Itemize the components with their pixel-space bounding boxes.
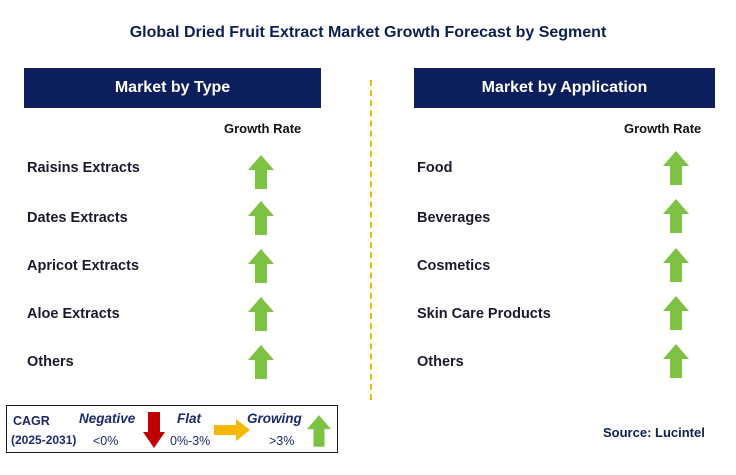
negative-arrow-icon xyxy=(143,412,165,448)
legend-period: (2025-2031) xyxy=(11,433,77,447)
legend-cagr-label: CAGR xyxy=(13,414,50,428)
type-item-label: Apricot Extracts xyxy=(27,258,140,274)
type-item-label: Raisins Extracts xyxy=(27,160,140,176)
legend-flat-range: 0%-3% xyxy=(170,434,211,448)
growing-arrow-icon xyxy=(663,296,689,330)
cagr-legend: CAGR (2025-2031) Negative <0% Flat 0%-3%… xyxy=(6,405,338,453)
flat-arrow-icon xyxy=(214,419,250,441)
growing-arrow-icon xyxy=(663,151,689,185)
growing-arrow-icon xyxy=(248,345,274,379)
legend-growing-range: >3% xyxy=(269,434,295,448)
growing-arrow-icon xyxy=(248,249,274,283)
growing-arrow-icon xyxy=(248,297,274,331)
application-item-label: Skin Care Products xyxy=(417,306,551,322)
type-panel-header: Market by Type xyxy=(24,68,321,108)
legend-flat-label: Flat xyxy=(177,411,202,426)
growing-arrow-icon xyxy=(248,155,274,189)
growing-arrow-icon xyxy=(307,415,331,447)
application-item-label: Others xyxy=(417,354,464,370)
legend-negative-label: Negative xyxy=(79,411,136,426)
application-item-label: Cosmetics xyxy=(417,258,491,274)
source-label: Source: Lucintel xyxy=(603,425,705,440)
panel-divider xyxy=(370,80,372,400)
growing-arrow-icon xyxy=(663,344,689,378)
type-item-label: Others xyxy=(27,354,74,370)
legend-growing-label: Growing xyxy=(247,411,302,426)
type-item-label: Aloe Extracts xyxy=(27,306,120,322)
application-panel-header: Market by Application xyxy=(414,68,715,108)
chart-title: Global Dried Fruit Extract Market Growth… xyxy=(129,24,607,41)
application-growth-rate-label: Growth Rate xyxy=(624,121,702,136)
growing-arrow-icon xyxy=(663,199,689,233)
legend-negative-range: <0% xyxy=(93,434,119,448)
type-growth-rate-label: Growth Rate xyxy=(224,121,302,136)
application-item-label: Food xyxy=(417,160,453,176)
type-item-label: Dates Extracts xyxy=(27,210,128,226)
growing-arrow-icon xyxy=(248,201,274,235)
growing-arrow-icon xyxy=(663,248,689,282)
application-item-label: Beverages xyxy=(417,210,491,226)
